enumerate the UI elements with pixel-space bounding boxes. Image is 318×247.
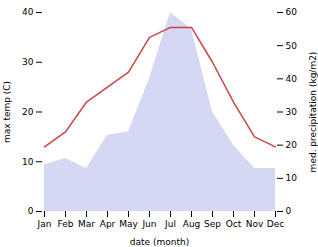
svg-text:Jul: Jul bbox=[164, 219, 176, 229]
svg-text:Jun: Jun bbox=[141, 219, 156, 229]
svg-text:Oct: Oct bbox=[226, 219, 242, 229]
svg-text:30: 30 bbox=[22, 57, 34, 67]
svg-text:Sep: Sep bbox=[204, 219, 221, 229]
svg-text:0: 0 bbox=[28, 206, 34, 216]
svg-text:10: 10 bbox=[22, 157, 34, 167]
svg-text:Nov: Nov bbox=[246, 219, 264, 229]
svg-text:40: 40 bbox=[22, 7, 34, 17]
svg-text:May: May bbox=[119, 219, 138, 229]
svg-text:Aug: Aug bbox=[183, 219, 201, 229]
svg-text:Apr: Apr bbox=[100, 219, 116, 229]
svg-text:Feb: Feb bbox=[58, 219, 74, 229]
svg-text:20: 20 bbox=[22, 107, 34, 117]
svg-text:Mar: Mar bbox=[78, 219, 95, 229]
svg-text:date (month): date (month) bbox=[130, 237, 189, 247]
svg-text:Dec: Dec bbox=[267, 219, 284, 229]
svg-text:50: 50 bbox=[286, 41, 298, 51]
svg-text:40: 40 bbox=[286, 74, 298, 84]
svg-text:20: 20 bbox=[286, 140, 298, 150]
svg-text:0: 0 bbox=[286, 206, 292, 216]
svg-text:30: 30 bbox=[286, 107, 298, 117]
svg-text:med. precipitation (kg/m2): med. precipitation (kg/m2) bbox=[308, 52, 318, 173]
svg-text:Jan: Jan bbox=[37, 219, 52, 229]
svg-text:10: 10 bbox=[286, 173, 298, 183]
svg-text:max temp (C): max temp (C) bbox=[2, 81, 12, 143]
svg-text:60: 60 bbox=[286, 7, 298, 17]
